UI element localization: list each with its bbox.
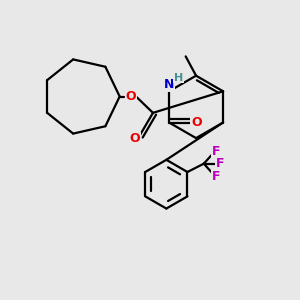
Text: H: H xyxy=(174,73,183,83)
Text: F: F xyxy=(212,170,220,183)
Text: F: F xyxy=(212,145,220,158)
Text: O: O xyxy=(125,90,136,103)
Text: O: O xyxy=(130,132,140,145)
Text: O: O xyxy=(191,116,202,129)
Text: N: N xyxy=(164,78,174,91)
Text: F: F xyxy=(216,157,224,170)
